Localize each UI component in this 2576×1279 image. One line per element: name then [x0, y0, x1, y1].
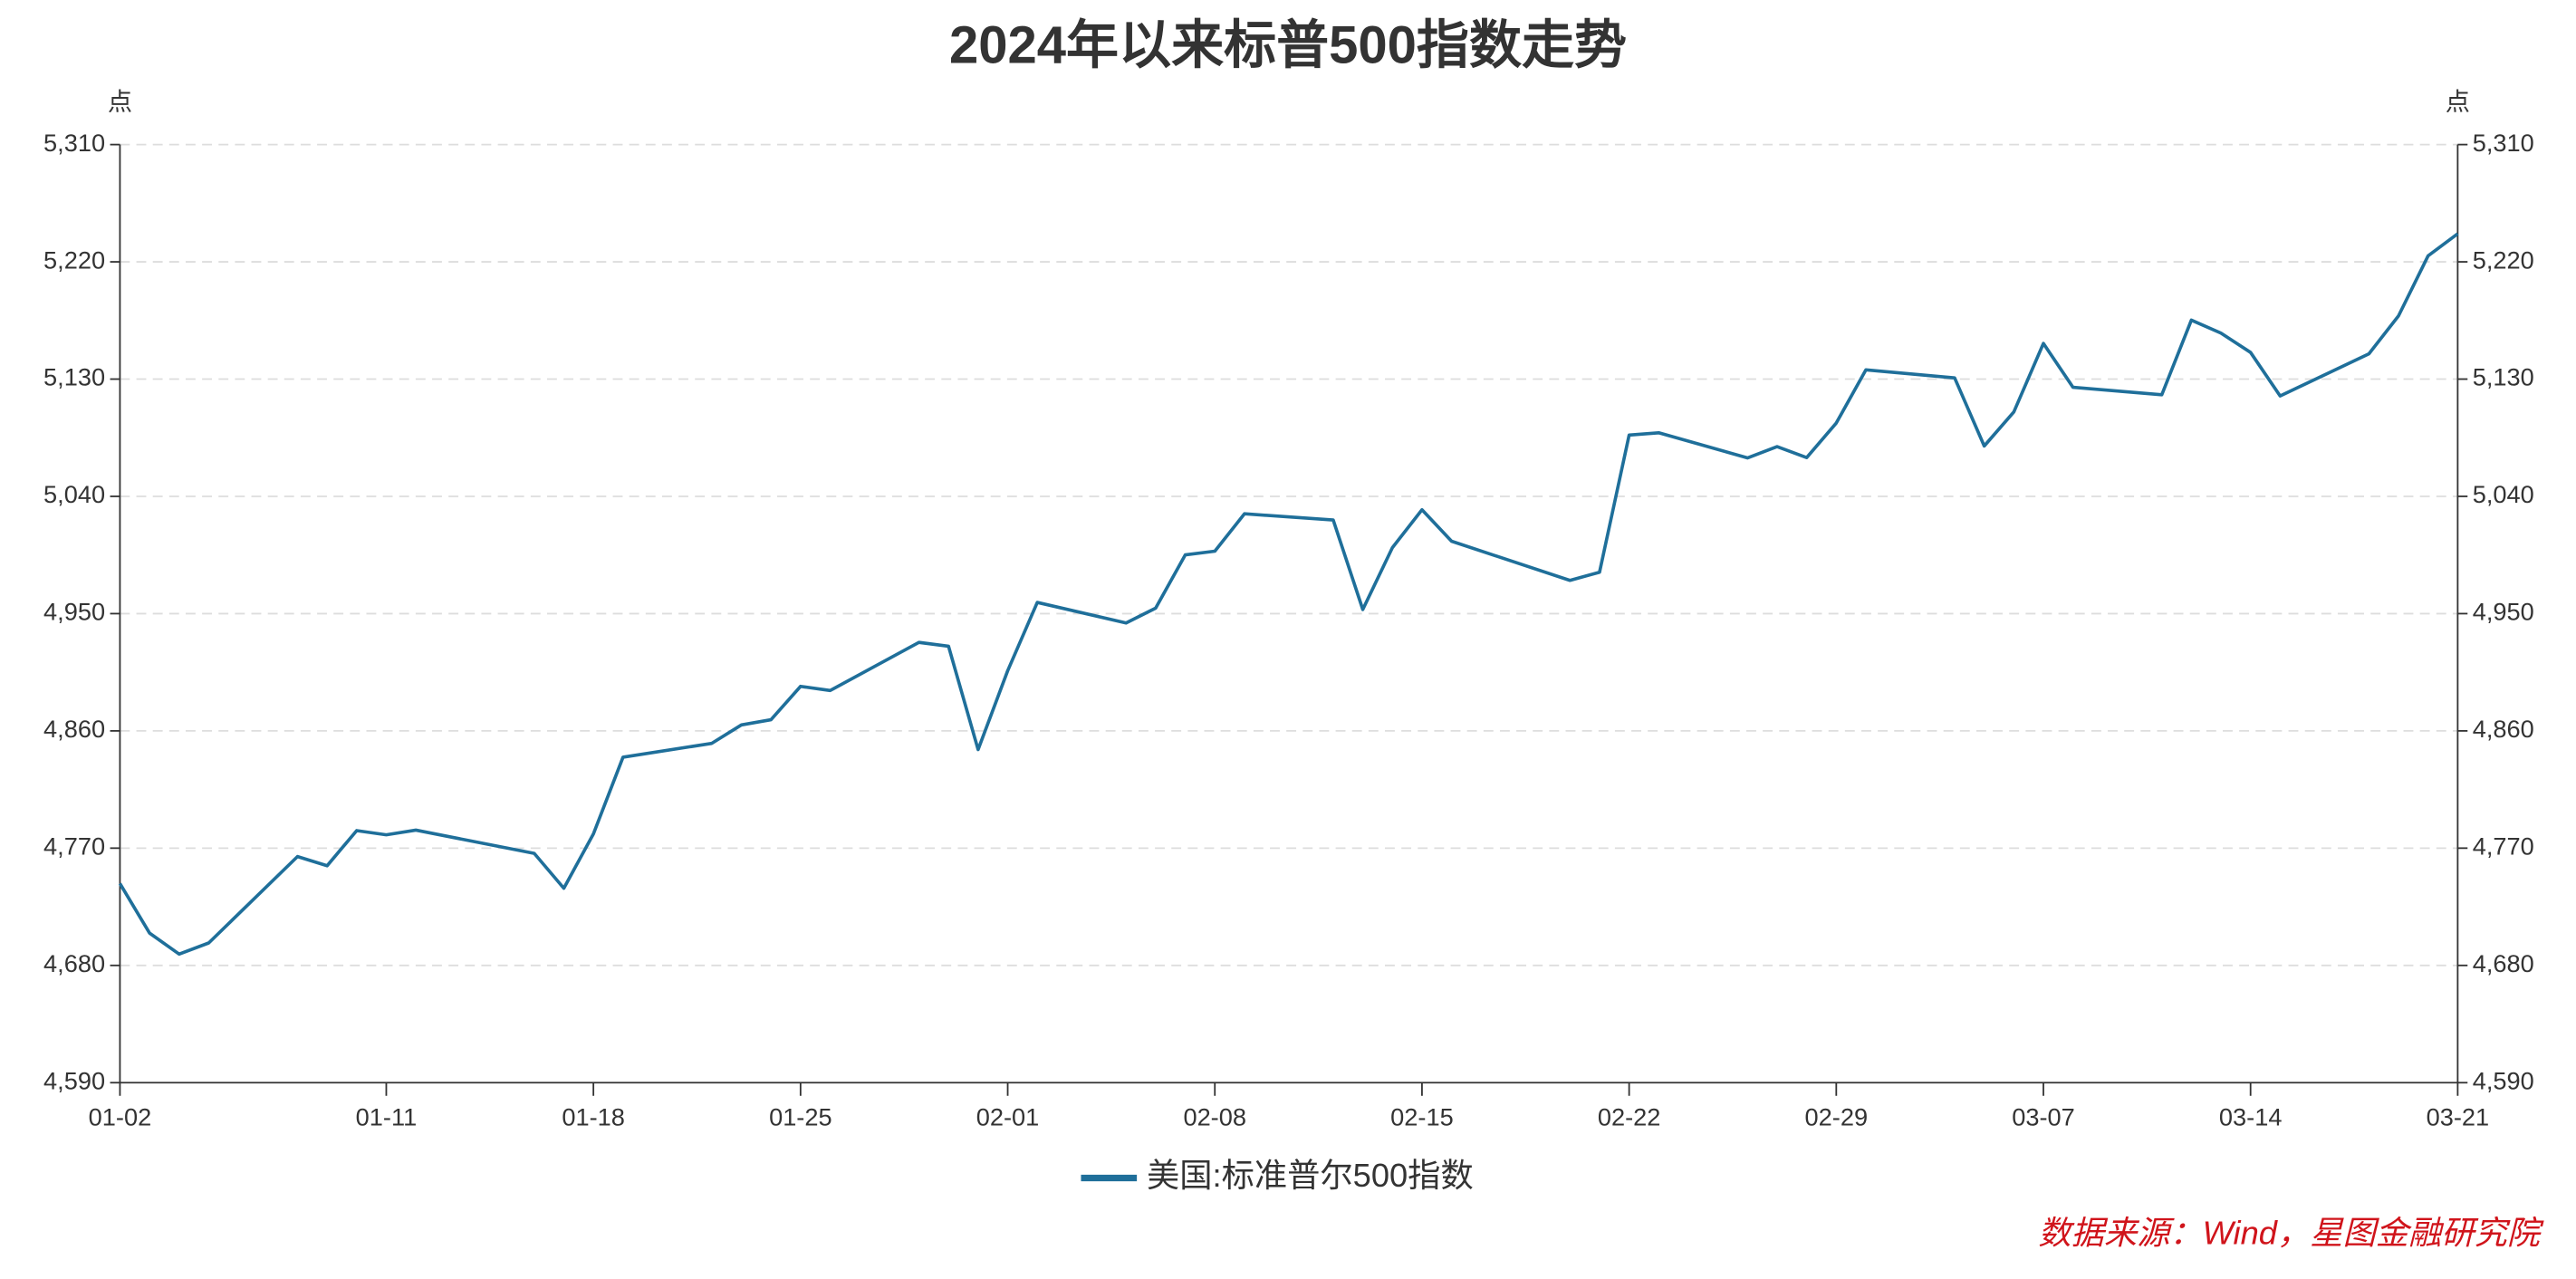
y2-axis-label: 点: [2446, 87, 2470, 115]
x-tick-label: 03-21: [2427, 1102, 2490, 1130]
x-tick-label: 01-11: [356, 1102, 418, 1130]
y2-tick-label: 5,040: [2473, 480, 2534, 508]
y-tick-label: 4,680: [43, 949, 105, 977]
x-tick-label: 03-07: [2012, 1102, 2075, 1130]
x-tick-label: 02-01: [976, 1102, 1040, 1130]
y2-tick-label: 4,950: [2473, 598, 2534, 626]
source-note: 数据来源：Wind，星图金融研究院: [2038, 1215, 2543, 1252]
y2-tick-label: 4,770: [2473, 832, 2534, 861]
y2-tick-label: 4,590: [2473, 1066, 2534, 1094]
y2-tick-label: 4,860: [2473, 715, 2534, 743]
y-tick-label: 4,770: [43, 832, 105, 861]
y2-tick-label: 5,130: [2473, 363, 2534, 391]
x-tick-label: 03-14: [2219, 1102, 2283, 1130]
x-tick-label: 01-25: [769, 1102, 832, 1130]
x-tick-label: 02-15: [1390, 1102, 1454, 1130]
data-line: [118, 232, 2459, 957]
y-axis-label: 点: [108, 87, 132, 115]
y-tick-label: 4,950: [43, 598, 105, 626]
y-tick-label: 4,590: [43, 1066, 105, 1094]
y2-tick-label: 5,310: [2473, 129, 2534, 157]
y2-tick-label: 4,680: [2473, 949, 2534, 977]
x-tick-label: 02-08: [1183, 1102, 1246, 1130]
y-tick-label: 5,040: [43, 480, 105, 508]
legend-label: 美国:标准普尔500指数: [1147, 1157, 1474, 1194]
x-tick-label: 02-22: [1598, 1102, 1661, 1130]
y-tick-label: 4,860: [43, 715, 105, 743]
y2-tick-label: 5,220: [2473, 245, 2534, 274]
y-tick-label: 5,130: [43, 363, 105, 391]
x-tick-label: 02-29: [1805, 1102, 1869, 1130]
x-tick-label: 01-02: [89, 1102, 152, 1130]
x-tick-label: 01-18: [562, 1102, 625, 1130]
y-tick-label: 5,220: [43, 245, 105, 274]
y-tick-label: 5,310: [43, 129, 105, 157]
chart-title: 2024年以来标普500指数走势: [949, 16, 1627, 75]
